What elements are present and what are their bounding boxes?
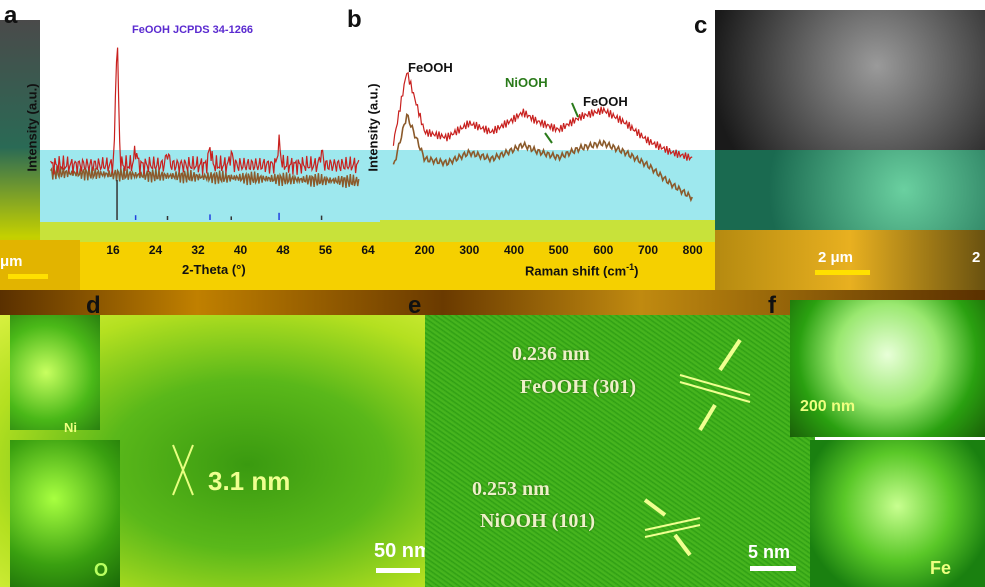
panel-f-map-bottom — [810, 440, 985, 587]
left-strip-sem — [0, 240, 80, 290]
panel-a-left-strip — [0, 20, 42, 275]
raman-xtick-700: 700 — [638, 243, 659, 257]
panel-a-xlabel: 2-Theta (°) — [182, 262, 246, 277]
raman-xtick-400: 400 — [504, 243, 525, 257]
panel-a-ylabel: Intensity (a.u.) — [24, 83, 40, 172]
raman-annotation-feooh-1: FeOOH — [408, 60, 453, 75]
panel-c-scale-bar-right — [815, 270, 870, 275]
panel-d-map-o: O — [94, 560, 109, 580]
xrd-xtick-40: 40 — [233, 243, 248, 257]
panel-d-inset-o — [10, 440, 120, 587]
panel-b-xlabel: Raman shift (cm-1) — [525, 262, 639, 278]
panel-a-letter: a — [4, 2, 18, 29]
panel-e-fringe1-plane: FeOOH (301) — [520, 376, 637, 398]
panel-e-fringe2-plane: NiOOH (101) — [480, 510, 595, 532]
sem-green-band — [715, 150, 985, 230]
panel-d-corner-text: Ni — [64, 420, 77, 435]
thickness-marker — [172, 444, 194, 496]
left-scale-fragment: μm — [0, 253, 23, 270]
xrd-xtick-64: 64 — [361, 243, 375, 257]
panel-a: a FeOOH JCPDS 34-1266 Intensity (a.u.) 8… — [0, 0, 380, 290]
raman-xtick-500: 500 — [548, 243, 569, 257]
panel-d-letter: d — [86, 292, 101, 319]
xrd-xtick-32: 32 — [191, 243, 205, 257]
panel-c-scale-edge: 2 — [972, 249, 981, 266]
xrd-xtick-56: 56 — [318, 243, 333, 257]
panel-d-scale-bar — [376, 568, 420, 573]
panel-c-scale-right: 2 μm — [818, 249, 854, 266]
xrd-xtick-48: 48 — [276, 243, 290, 257]
raman-xtick-200: 200 — [414, 243, 435, 257]
xrd-plot-area — [40, 15, 380, 290]
panel-f-map-fe: Fe — [930, 558, 952, 578]
raman-annotation-feooh-2: FeOOH — [583, 94, 628, 109]
raman-smoothed-series — [392, 113, 693, 203]
panel-b-letter: b — [347, 6, 362, 33]
panel-d-scale: 50 nm — [374, 540, 432, 562]
panel-b-xlabel-main: Raman shift (cm — [525, 263, 627, 279]
panel-e-letter: e — [408, 292, 422, 319]
raman-plot-area — [380, 15, 715, 290]
fringe-markers — [643, 338, 751, 557]
xrd-observed-series — [50, 47, 360, 175]
raman-xtick-800: 800 — [682, 243, 703, 257]
panel-e-scale-bar — [750, 566, 796, 571]
panel-e-scale: 5 nm — [748, 542, 791, 562]
panel-c-letter: c — [694, 12, 708, 39]
panel-a-legend: FeOOH JCPDS 34-1266 — [132, 24, 254, 36]
panel-b-xlabel-close: ) — [634, 263, 639, 279]
panel-d-inset-ni — [10, 315, 100, 430]
sem-yellow-band — [715, 230, 985, 290]
panel-e-hrtem-image — [425, 315, 815, 587]
nioh-arrow-left — [544, 132, 553, 144]
raman-xtick-300: 300 — [459, 243, 480, 257]
raman-raw-series — [392, 71, 693, 162]
panel-f-letter: f — [768, 292, 776, 319]
xrd-xtick-24: 24 — [148, 243, 163, 257]
panel-e-fringe1: 0.236 nm — [512, 343, 590, 365]
panel-b-xlabel-sup: -1 — [626, 262, 635, 272]
raman-annotation-niooh: NiOOH — [505, 75, 548, 90]
left-scale-bar — [8, 274, 48, 279]
panel-c-sem-image — [715, 10, 985, 290]
panel-b: b Intensity (a.u.) FeOOH NiOOH FeOOH 200… — [345, 0, 715, 290]
panel-d-measure: 3.1 nm — [208, 466, 291, 496]
panel-e-fringe2: 0.253 nm — [472, 478, 550, 500]
nioh-arrow-right — [571, 102, 579, 118]
panel-f-map-top — [790, 300, 985, 437]
xrd-fit-series — [50, 166, 360, 188]
xrd-xtick-16: 16 — [106, 243, 120, 257]
panel-f-scale: 200 nm — [800, 398, 856, 415]
panel-b-ylabel: Intensity (a.u.) — [365, 83, 381, 172]
raman-xtick-600: 600 — [593, 243, 614, 257]
